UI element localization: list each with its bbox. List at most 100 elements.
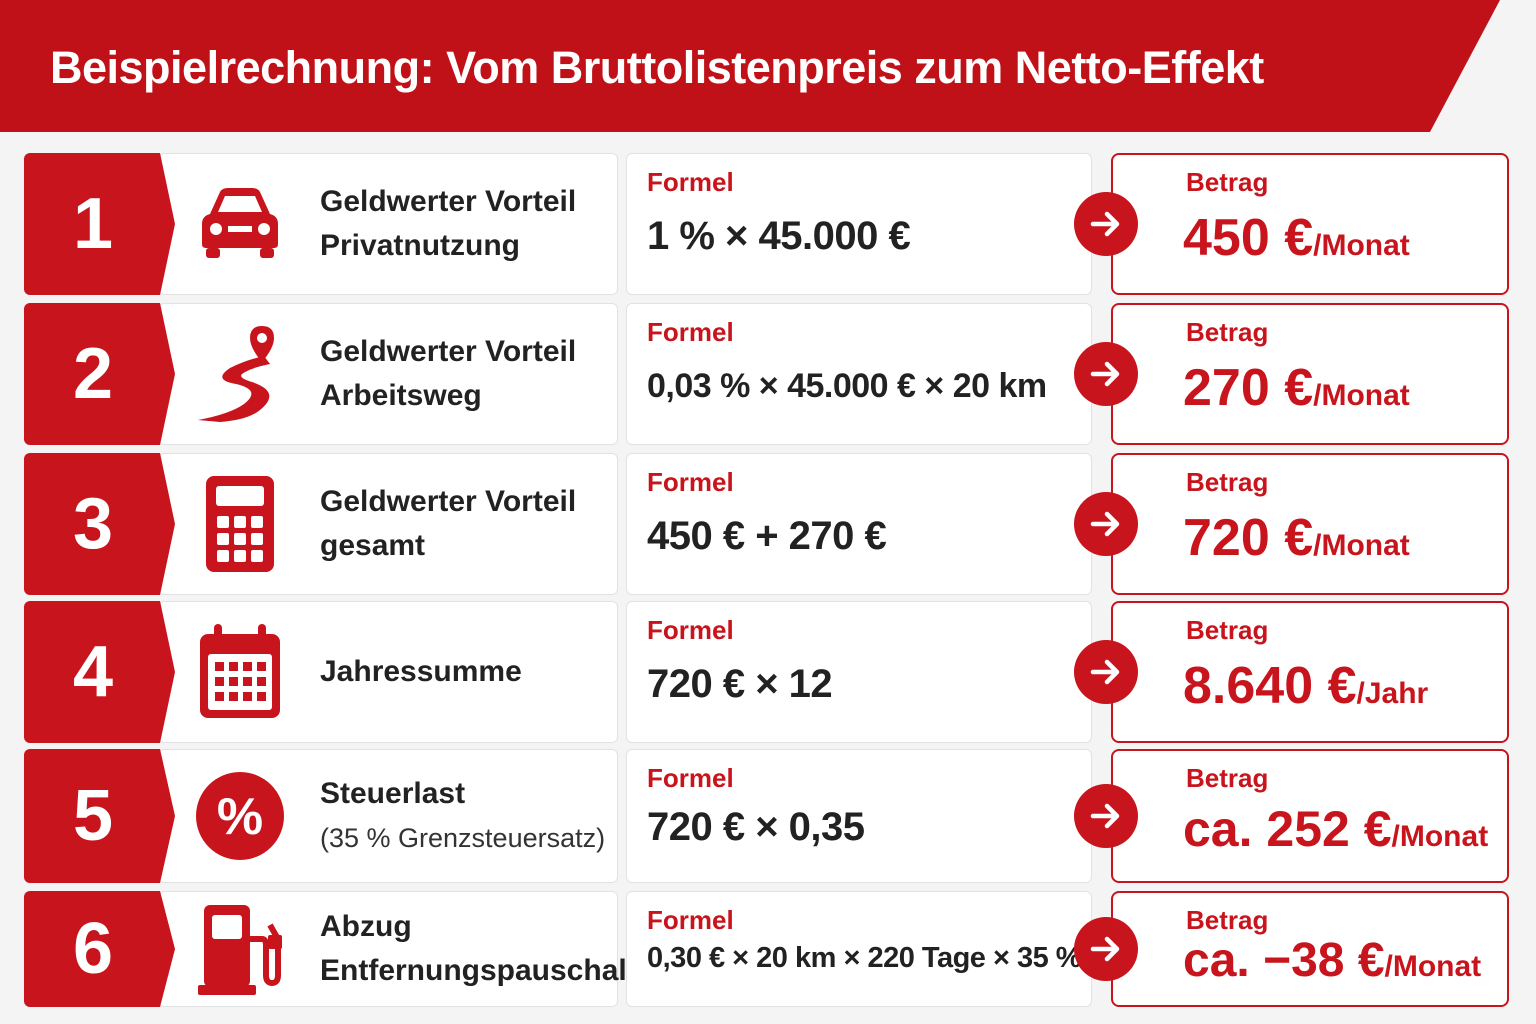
amount-box bbox=[1111, 303, 1509, 445]
amount-value: 270 € bbox=[1183, 359, 1314, 418]
amount-box bbox=[1111, 453, 1509, 595]
icon-graphic bbox=[206, 476, 274, 572]
row-label: Steuerlast (35 % Grenzsteuersatz) bbox=[320, 749, 610, 883]
amount-unit: /Monat bbox=[1384, 949, 1482, 983]
formula: 0,30 € × 20 km × 220 Tage × 35 % bbox=[647, 942, 1082, 975]
arrow-circle bbox=[1074, 784, 1138, 848]
arrow bbox=[1090, 211, 1120, 237]
icon bbox=[190, 174, 290, 274]
row-label: Geldwerter Vorteil Arbeitsweg bbox=[320, 303, 610, 445]
amount-value: 8.640 € bbox=[1183, 657, 1357, 716]
row-label: Abzug Entfernungspauschale bbox=[320, 891, 644, 1007]
formula-panel bbox=[626, 453, 1092, 595]
amount-unit: /Jahr bbox=[1356, 677, 1429, 711]
label-line: Geldwerter Vorteil bbox=[320, 185, 577, 218]
arrow-circle bbox=[1074, 192, 1138, 256]
amount-label: Betrag bbox=[1186, 317, 1269, 347]
icon-graphic bbox=[198, 326, 274, 422]
amount-label: Betrag bbox=[1186, 905, 1269, 935]
step-number: 3 bbox=[24, 453, 175, 595]
amount-label: Betrag bbox=[1186, 167, 1269, 197]
icon bbox=[190, 324, 290, 424]
formula-label: Formel bbox=[647, 167, 734, 197]
amount-box bbox=[1111, 601, 1509, 743]
formula-label: Formel bbox=[647, 317, 734, 347]
formula-label: Formel bbox=[647, 763, 734, 793]
icon bbox=[190, 474, 290, 574]
label-line: Geldwerter Vorteil bbox=[320, 485, 577, 518]
amount-unit: /Monat bbox=[1313, 229, 1410, 263]
formula: 720 € × 0,35 bbox=[647, 805, 865, 850]
icon-graphic bbox=[200, 624, 280, 718]
amount: ca. 252 €/Monat bbox=[1183, 800, 1488, 858]
arrow-circle bbox=[1074, 492, 1138, 556]
formula: 1 % × 45.000 € bbox=[647, 214, 911, 259]
formula: 450 € + 270 € bbox=[647, 514, 887, 559]
icon bbox=[190, 899, 290, 999]
amount-value: ca. −38 € bbox=[1183, 933, 1385, 987]
amount: 270 €/Monat bbox=[1183, 358, 1410, 418]
formula: 0,03 % × 45.000 € × 20 km bbox=[647, 367, 1047, 406]
arrow-circle bbox=[1074, 640, 1138, 704]
arrow-circle bbox=[1074, 917, 1138, 981]
formula-label: Formel bbox=[647, 615, 734, 645]
arrow bbox=[1090, 511, 1120, 537]
amount-value: 720 € bbox=[1183, 509, 1314, 568]
amount: ca. −38 €/Monat bbox=[1183, 933, 1481, 988]
header-shape bbox=[0, 0, 1500, 132]
row-label: Geldwerter Vorteil Privatnutzung bbox=[320, 153, 610, 295]
step-number: 2 bbox=[24, 303, 175, 445]
formula-panel bbox=[626, 303, 1092, 445]
amount-unit: /Monat bbox=[1313, 379, 1410, 413]
amount-box bbox=[1111, 153, 1509, 295]
step-number: 1 bbox=[24, 153, 175, 295]
svg-text:%: % bbox=[217, 788, 263, 846]
row-label: Geldwerter Vorteil gesamt bbox=[320, 453, 610, 595]
label-line: Steuerlast bbox=[320, 777, 466, 810]
amount-value: 450 € bbox=[1183, 209, 1314, 268]
formula-label: Formel bbox=[647, 467, 734, 497]
label-line: gesamt bbox=[320, 529, 426, 562]
amount-label: Betrag bbox=[1186, 763, 1269, 793]
header-band bbox=[0, 0, 1500, 132]
icon bbox=[190, 622, 290, 722]
label-line: Arbeitsweg bbox=[320, 379, 482, 412]
icon-graphic bbox=[198, 905, 282, 995]
arrow-circle bbox=[1074, 342, 1138, 406]
amount: 720 €/Monat bbox=[1183, 508, 1410, 568]
amount: 8.640 €/Jahr bbox=[1183, 656, 1428, 716]
formula-label: Formel bbox=[647, 905, 734, 935]
amount-unit: /Monat bbox=[1313, 529, 1410, 563]
row-label: Jahressumme bbox=[320, 601, 610, 743]
icon-graphic: % bbox=[196, 772, 284, 860]
amount-unit: /Monat bbox=[1391, 820, 1489, 854]
formula-panel bbox=[626, 891, 1092, 1007]
icon: % bbox=[190, 766, 290, 866]
label-line: Privatnutzung bbox=[320, 229, 520, 262]
step-number: 6 bbox=[24, 891, 175, 1007]
amount: 450 €/Monat bbox=[1183, 208, 1410, 268]
step-number: 4 bbox=[24, 601, 175, 743]
arrow bbox=[1090, 361, 1120, 387]
arrow bbox=[1090, 936, 1120, 962]
label-line: Geldwerter Vorteil bbox=[320, 335, 577, 368]
amount-label: Betrag bbox=[1186, 615, 1269, 645]
label-line: Entfernungspauschale bbox=[320, 954, 644, 987]
title: Beispielrechnung: Vom Bruttolistenpreis … bbox=[50, 42, 1264, 93]
amount-box bbox=[1111, 891, 1509, 1007]
formula-panel bbox=[626, 601, 1092, 743]
formula: 720 € × 12 bbox=[647, 662, 833, 707]
amount-label: Betrag bbox=[1186, 467, 1269, 497]
arrow bbox=[1090, 659, 1120, 685]
amount-box bbox=[1111, 749, 1509, 883]
amount-value: ca. 252 € bbox=[1183, 801, 1392, 858]
formula-panel bbox=[626, 749, 1092, 883]
icon-graphic bbox=[202, 188, 278, 258]
step-number: 5 bbox=[24, 749, 175, 883]
label-line: (35 % Grenzsteuersatz) bbox=[320, 823, 606, 853]
formula-panel bbox=[626, 153, 1092, 295]
arrow bbox=[1090, 803, 1120, 829]
label-line: Jahressumme bbox=[320, 655, 522, 688]
label-line: Abzug bbox=[320, 910, 412, 943]
